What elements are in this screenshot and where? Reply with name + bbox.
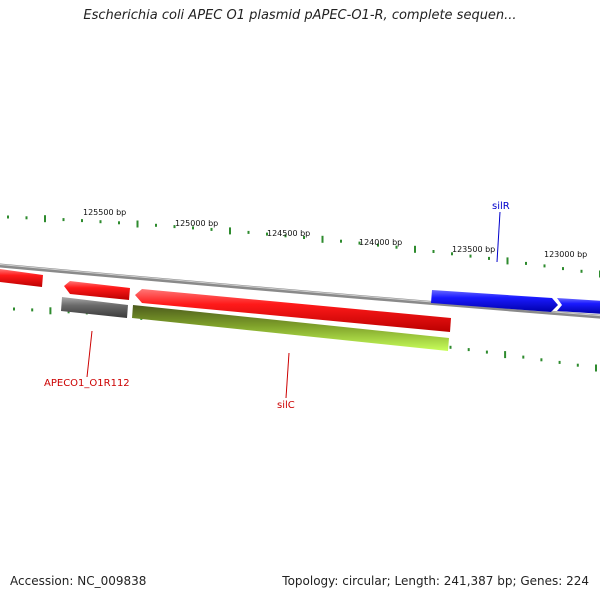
minor-tick	[173, 225, 176, 229]
minor-tick	[358, 241, 361, 245]
callout-line-silr	[496, 211, 501, 263]
minor-tick	[210, 227, 213, 231]
minor-tick	[562, 267, 564, 271]
minor-tick	[467, 348, 470, 352]
minor-tick	[469, 254, 472, 258]
gene-arrow-apeco1[interactable]	[64, 281, 130, 300]
minor-tick	[395, 245, 398, 249]
minor-tick	[451, 252, 453, 256]
tick-label: 123000 bp	[544, 250, 587, 259]
minor-tick	[485, 350, 488, 354]
major-tick	[44, 215, 46, 223]
tick-label: 125000 bp	[175, 219, 218, 228]
major-tick	[136, 220, 139, 228]
gene-arrow-silc[interactable]	[135, 289, 451, 332]
minor-tick	[580, 269, 583, 273]
gene-label-silc[interactable]: silC	[277, 400, 295, 411]
major-tick	[504, 351, 507, 359]
minor-tick	[432, 250, 435, 253]
major-tick	[49, 307, 52, 315]
cds-feature-silc[interactable]	[132, 305, 449, 351]
major-tick	[506, 257, 509, 265]
minor-tick	[488, 256, 490, 260]
gene-label-apeco1[interactable]: APECO1_O1R112	[44, 378, 130, 389]
pseudogene-block[interactable]	[61, 297, 128, 318]
minor-tick	[284, 234, 287, 238]
callout-line-apec	[86, 330, 93, 378]
minor-tick	[576, 363, 579, 367]
gene-arrow-left[interactable]	[0, 269, 43, 287]
minor-tick	[192, 226, 194, 230]
minor-tick	[81, 219, 83, 223]
minor-tick	[303, 236, 305, 239]
major-tick	[321, 235, 324, 243]
gene-label-silr[interactable]: silR	[492, 201, 510, 212]
tick-marks-forward	[7, 215, 600, 278]
gene-arrow-right[interactable]	[557, 298, 600, 314]
minor-tick	[7, 215, 9, 219]
tick-label: 124500 bp	[267, 229, 310, 238]
minor-tick	[62, 218, 65, 222]
tick-label: 124000 bp	[359, 238, 402, 247]
minor-tick	[540, 358, 543, 362]
tick-label: 125500 bp	[83, 208, 126, 217]
minor-tick	[247, 230, 250, 234]
minor-tick	[449, 345, 452, 349]
minor-tick	[377, 243, 379, 247]
minor-tick	[340, 239, 342, 243]
minor-tick	[155, 223, 157, 227]
accession-label: Accession: NC_009838	[10, 574, 147, 588]
tick-label: 123500 bp	[452, 245, 495, 254]
sequence-summary: Topology: circular; Length: 241,387 bp; …	[282, 574, 589, 588]
minor-tick	[525, 261, 527, 265]
minor-tick	[31, 308, 34, 312]
gene-arrow-silr[interactable]	[431, 290, 558, 312]
minor-tick	[522, 355, 525, 359]
minor-tick	[13, 307, 15, 311]
major-tick	[414, 245, 416, 253]
major-tick	[595, 364, 597, 372]
minor-tick	[118, 221, 120, 225]
minor-tick	[558, 360, 561, 364]
minor-tick	[543, 264, 546, 268]
page-title: Escherichia coli APEC O1 plasmid pAPEC-O…	[83, 8, 517, 23]
minor-tick	[25, 216, 28, 220]
plasmid-backbone	[0, 263, 600, 319]
minor-tick	[266, 232, 268, 236]
minor-tick	[99, 220, 102, 224]
major-tick	[229, 227, 231, 235]
callout-line-silc	[285, 352, 290, 399]
